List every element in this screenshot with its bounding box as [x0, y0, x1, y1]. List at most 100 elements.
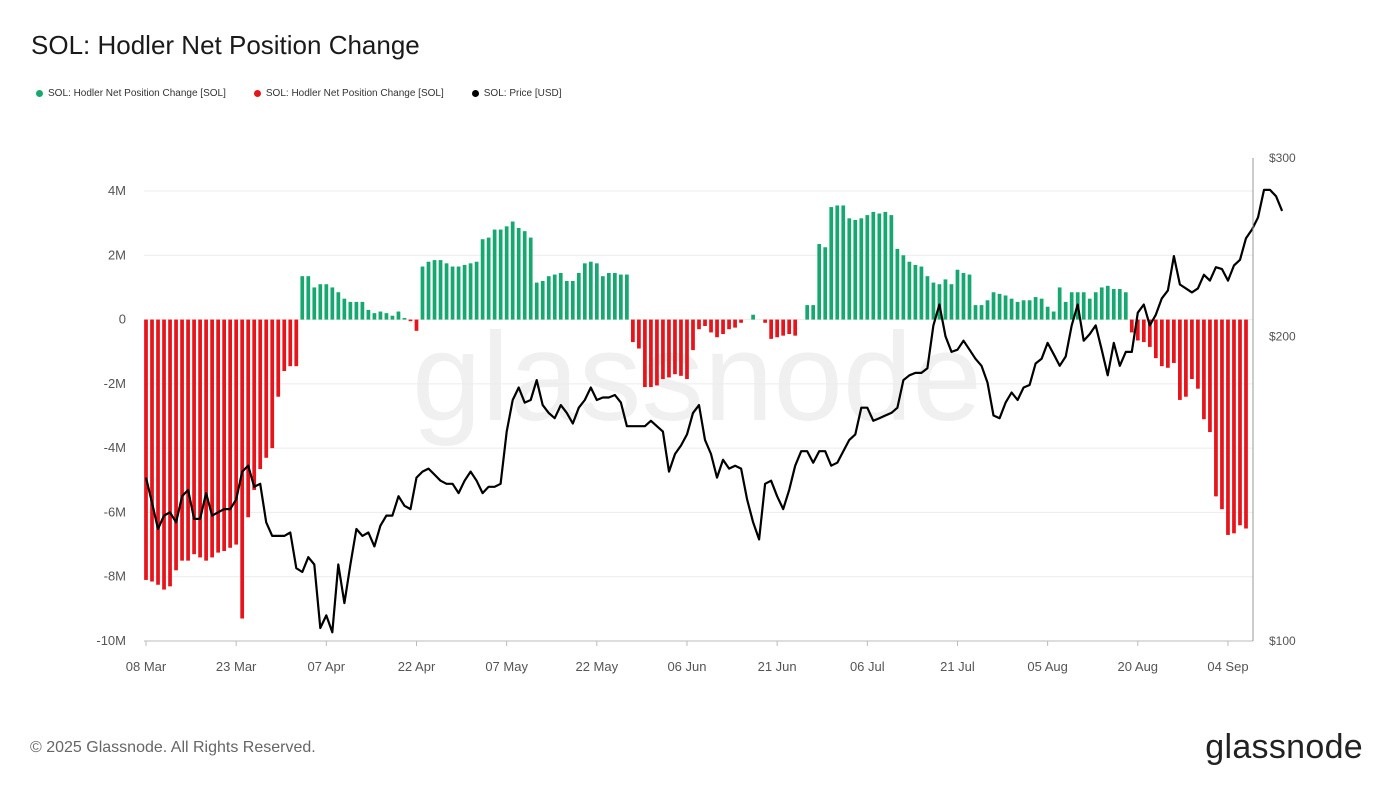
bar-positive [1069, 292, 1074, 320]
bar-positive [1087, 298, 1092, 320]
bar-positive [552, 274, 557, 320]
bar-positive [859, 218, 864, 320]
bar-negative [1184, 319, 1188, 397]
bar-negative [787, 319, 792, 335]
watermark: glassnode [412, 308, 982, 447]
bar-positive [480, 239, 485, 320]
bar-negative [1178, 319, 1182, 400]
bar-negative [1232, 319, 1236, 534]
bar-positive [504, 226, 509, 320]
bar-positive [492, 229, 497, 320]
legend-dot-price [471, 90, 479, 97]
bar-positive [540, 281, 545, 320]
y-tick-label: -4M [104, 440, 126, 455]
bar-positive [1123, 292, 1128, 320]
bar-positive [522, 231, 527, 320]
bar-positive [444, 263, 449, 320]
bar-positive [360, 301, 365, 320]
legend-item-negative[interactable]: SOL: Hodler Net Position Change [SOL] [253, 88, 444, 99]
bar-positive [348, 301, 353, 320]
bar-positive [1081, 292, 1086, 320]
bar-negative [1172, 319, 1176, 363]
bar-negative [727, 319, 731, 330]
bar-negative [673, 319, 677, 375]
bar-negative [180, 319, 184, 561]
bar-positive [312, 287, 317, 320]
bar-negative [667, 319, 671, 378]
y-tick-label: -2M [104, 376, 126, 391]
bar-positive [1027, 300, 1032, 320]
bar-negative [649, 319, 653, 388]
bar-positive [901, 255, 906, 320]
bar-negative [1135, 319, 1140, 341]
price-line-group [144, 188, 1284, 634]
bar-negative [691, 319, 695, 351]
bar-positive [919, 266, 924, 320]
bar-positive [1033, 297, 1038, 320]
bar-negative [240, 319, 245, 619]
legend-item-positive[interactable]: SOL: Hodler Net Position Change [SOL] [36, 88, 226, 99]
legend-item-price[interactable]: SOL: Price [USD] [471, 88, 562, 99]
bar-positive [895, 248, 900, 320]
bar-positive [378, 311, 383, 320]
bar-negative [222, 319, 227, 551]
bar-positive [600, 276, 605, 320]
bar-positive [751, 314, 755, 320]
bar-positive [306, 276, 311, 320]
bar-negative [252, 319, 257, 490]
bar-negative [162, 319, 166, 590]
bar-positive [582, 263, 587, 320]
bar-positive [925, 276, 930, 320]
bar-positive [943, 279, 948, 320]
bar-positive [931, 282, 936, 320]
bar-positive [372, 313, 377, 320]
bar-positive [588, 261, 593, 320]
bar-positive [462, 264, 467, 320]
bar-negative [1226, 319, 1230, 535]
bar-negative [721, 319, 725, 335]
bar-positive [871, 211, 876, 320]
bar-negative [210, 319, 214, 558]
bar-positive [1039, 298, 1044, 320]
legend-dot-positive [36, 90, 43, 97]
bar-negative [655, 319, 659, 386]
bar-positive [324, 284, 329, 320]
x-tick-label: 06 Jul [850, 659, 885, 674]
bar-positive [823, 247, 828, 320]
bar-negative [631, 319, 635, 343]
y-tick-label: 0 [119, 312, 126, 327]
x-tick-label: 22 Apr [398, 659, 436, 674]
bar-negative [1244, 319, 1248, 529]
bar-positive [1009, 298, 1014, 320]
bar-negative [186, 319, 190, 561]
y-right-tick-label: $200 [1269, 329, 1296, 343]
bar-positive [811, 305, 816, 320]
bar-negative [763, 319, 767, 323]
bar-negative [715, 319, 719, 338]
bar-positive [474, 261, 479, 320]
bar-positive [396, 311, 401, 320]
bar-positive [336, 292, 341, 320]
x-tick-label: 08 Mar [126, 659, 167, 674]
bar-positive [564, 281, 569, 320]
bar-positive [625, 274, 629, 320]
bar-negative [228, 319, 233, 548]
bar-negative [270, 319, 275, 449]
bar-negative [198, 319, 202, 558]
y-tick-label: 4M [108, 183, 126, 198]
bar-positive [979, 305, 984, 320]
y-tick-label: -10M [96, 633, 126, 648]
bar-negative [1129, 319, 1134, 333]
bar-positive [1117, 289, 1122, 320]
bar-positive [330, 287, 335, 320]
bar-negative [769, 319, 773, 339]
bar-positive [1021, 300, 1026, 320]
bar-positive [558, 272, 563, 320]
legend: SOL: Hodler Net Position Change [SOL] SO… [36, 88, 562, 99]
x-tick-label: 21 Jul [940, 659, 975, 674]
bar-positive [432, 260, 437, 320]
bar-positive [570, 281, 575, 320]
bar-negative [246, 319, 251, 518]
bar-positive [1057, 287, 1062, 320]
bar-positive [1105, 285, 1110, 320]
